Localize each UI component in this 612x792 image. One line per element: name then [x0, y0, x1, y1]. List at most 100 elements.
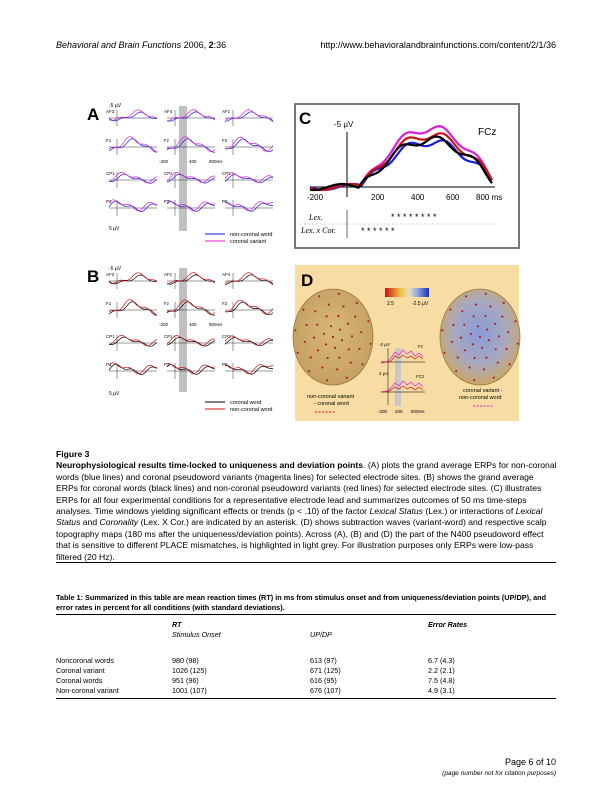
table-bottom-rule	[56, 698, 556, 699]
running-header-url[interactable]: http://www.behavioralandbrainfunctions.c…	[320, 40, 556, 50]
electrode-dot	[463, 349, 467, 352]
fcz-erp-trace	[309, 132, 493, 192]
panel-c-electrode: FCz	[478, 127, 496, 138]
electrode-dot	[463, 323, 466, 326]
svg-text:-200: -200	[159, 322, 169, 327]
svg-text:800ms: 800ms	[209, 322, 223, 327]
figure-title: Neurophysiological results time-locked t…	[56, 460, 364, 471]
svg-text:-200: -200	[159, 159, 169, 164]
electrode-dot	[361, 363, 364, 366]
electrode-label: Fz	[164, 138, 170, 143]
th-updp: UP/DP	[310, 630, 332, 639]
legend-a-1: coronal variant	[230, 239, 267, 245]
fcz-erp-trace	[309, 135, 493, 192]
electrode-label: AFz	[164, 272, 173, 277]
erp-trace	[224, 174, 274, 184]
electrode-dot	[326, 379, 329, 382]
electrode-label: CP2	[222, 334, 231, 339]
electrode-dot	[296, 351, 299, 354]
svg-text:200: 200	[371, 193, 385, 202]
electrode-dot	[338, 328, 342, 331]
erp-trace	[224, 136, 274, 152]
electrode-dot	[489, 305, 492, 308]
electrode-dot	[441, 329, 444, 332]
svg-text:-200: -200	[378, 409, 388, 414]
svg-text:Fz: Fz	[418, 344, 424, 349]
electrode-dot	[461, 310, 464, 313]
erp-trace	[225, 201, 274, 212]
electrode-dot	[474, 303, 477, 306]
lexcor-significance-marks: * * * * * *	[361, 226, 395, 236]
th-stimulus-onset: Stimulus Onset	[172, 630, 221, 639]
electrode-dot	[358, 347, 361, 351]
electrode-label: AF4	[164, 109, 173, 114]
svg-text:-200: -200	[307, 193, 324, 202]
electrode-dot	[326, 356, 329, 360]
electrode-dot	[516, 342, 519, 345]
electrode-dot	[492, 376, 495, 379]
electrode-dot	[507, 331, 510, 334]
electrode-dot	[472, 315, 475, 318]
svg-text:FCz: FCz	[416, 374, 425, 379]
erp-trace	[108, 299, 157, 316]
erp-trace	[166, 109, 216, 122]
legend-b-0: coronal word	[230, 400, 262, 406]
svg-text:400: 400	[395, 409, 403, 414]
erp-trace	[166, 201, 216, 212]
erp-trace	[108, 274, 158, 285]
electrode-dot	[360, 331, 363, 334]
svg-text:400: 400	[411, 193, 425, 202]
electrode-label: P1	[106, 199, 112, 204]
svg-text:-2.5 µV: -2.5 µV	[412, 301, 429, 307]
electrode-dot	[345, 376, 348, 379]
erp-trace	[167, 136, 216, 153]
electrode-dot	[303, 340, 306, 343]
electrode-label: F2	[222, 301, 228, 306]
electrode-dot	[484, 314, 487, 318]
electrode-dot	[322, 332, 325, 335]
electrode-label: AF3	[106, 272, 115, 277]
page-note: (page number not for citation purposes)	[442, 770, 556, 777]
svg-text:800ms: 800ms	[411, 409, 425, 414]
erp-trace	[108, 362, 158, 375]
th-rt: RT	[172, 620, 182, 629]
electrode-label: CP1	[106, 171, 115, 176]
electrode-dot	[481, 346, 484, 349]
erp-trace	[224, 337, 274, 347]
svg-text:800ms: 800ms	[209, 159, 223, 164]
erp-trace	[108, 199, 158, 212]
caption-rule	[56, 562, 556, 563]
electrode-dot	[305, 323, 308, 327]
table-row: Coronal words 951 (96) 616 (95) 7.5 (4.8)	[56, 676, 455, 685]
electrode-dot	[485, 328, 489, 331]
figure-label: Figure 3	[56, 449, 90, 459]
electrode-dot	[473, 356, 476, 360]
electrode-dot	[327, 303, 330, 306]
electrode-dot	[478, 335, 482, 339]
table-row: Non-coronal variant 1001 (107) 676 (107) 4.…	[56, 686, 455, 695]
electrode-dot	[325, 315, 328, 318]
table-1: RT Error Rates Stimulus Onset UP/DP Nonc…	[56, 620, 556, 696]
panel-d: D 2.5 -2.5 µV -2 µV 2 µV Fz FCz -200 400…	[292, 265, 521, 421]
electrode-dot	[505, 347, 508, 351]
erp-trace	[108, 138, 158, 153]
electrode-dot	[493, 322, 497, 325]
right-map-label: coronal variant -non-coronal word	[459, 388, 503, 401]
panel-c-letter: C	[299, 109, 311, 128]
erp-trace	[108, 109, 158, 121]
electrode-label: Pz	[164, 362, 170, 367]
electrode-dot	[336, 368, 339, 371]
svg-text:400: 400	[189, 322, 197, 327]
panel-d-letter: D	[301, 271, 313, 290]
svg-text:-5 µV: -5 µV	[109, 266, 122, 272]
legend-a-0: non-coronal word	[230, 232, 273, 238]
erp-trace	[224, 335, 274, 346]
erp-trace	[166, 336, 216, 347]
highlight-window-b	[179, 268, 187, 392]
svg-text:2 µV: 2 µV	[379, 371, 388, 376]
panel-b: B -5 µV 5 µV AF3 AFz AF4 F1 Fz F2 CP1 CPz CP2 P1 P…	[87, 266, 274, 413]
electrode-dot	[349, 361, 352, 364]
figure-caption: Figure 3 Neurophysiological results time…	[56, 449, 557, 562]
erp-trace	[166, 173, 216, 184]
panel-a-scale-top: -5 µV	[109, 103, 122, 109]
